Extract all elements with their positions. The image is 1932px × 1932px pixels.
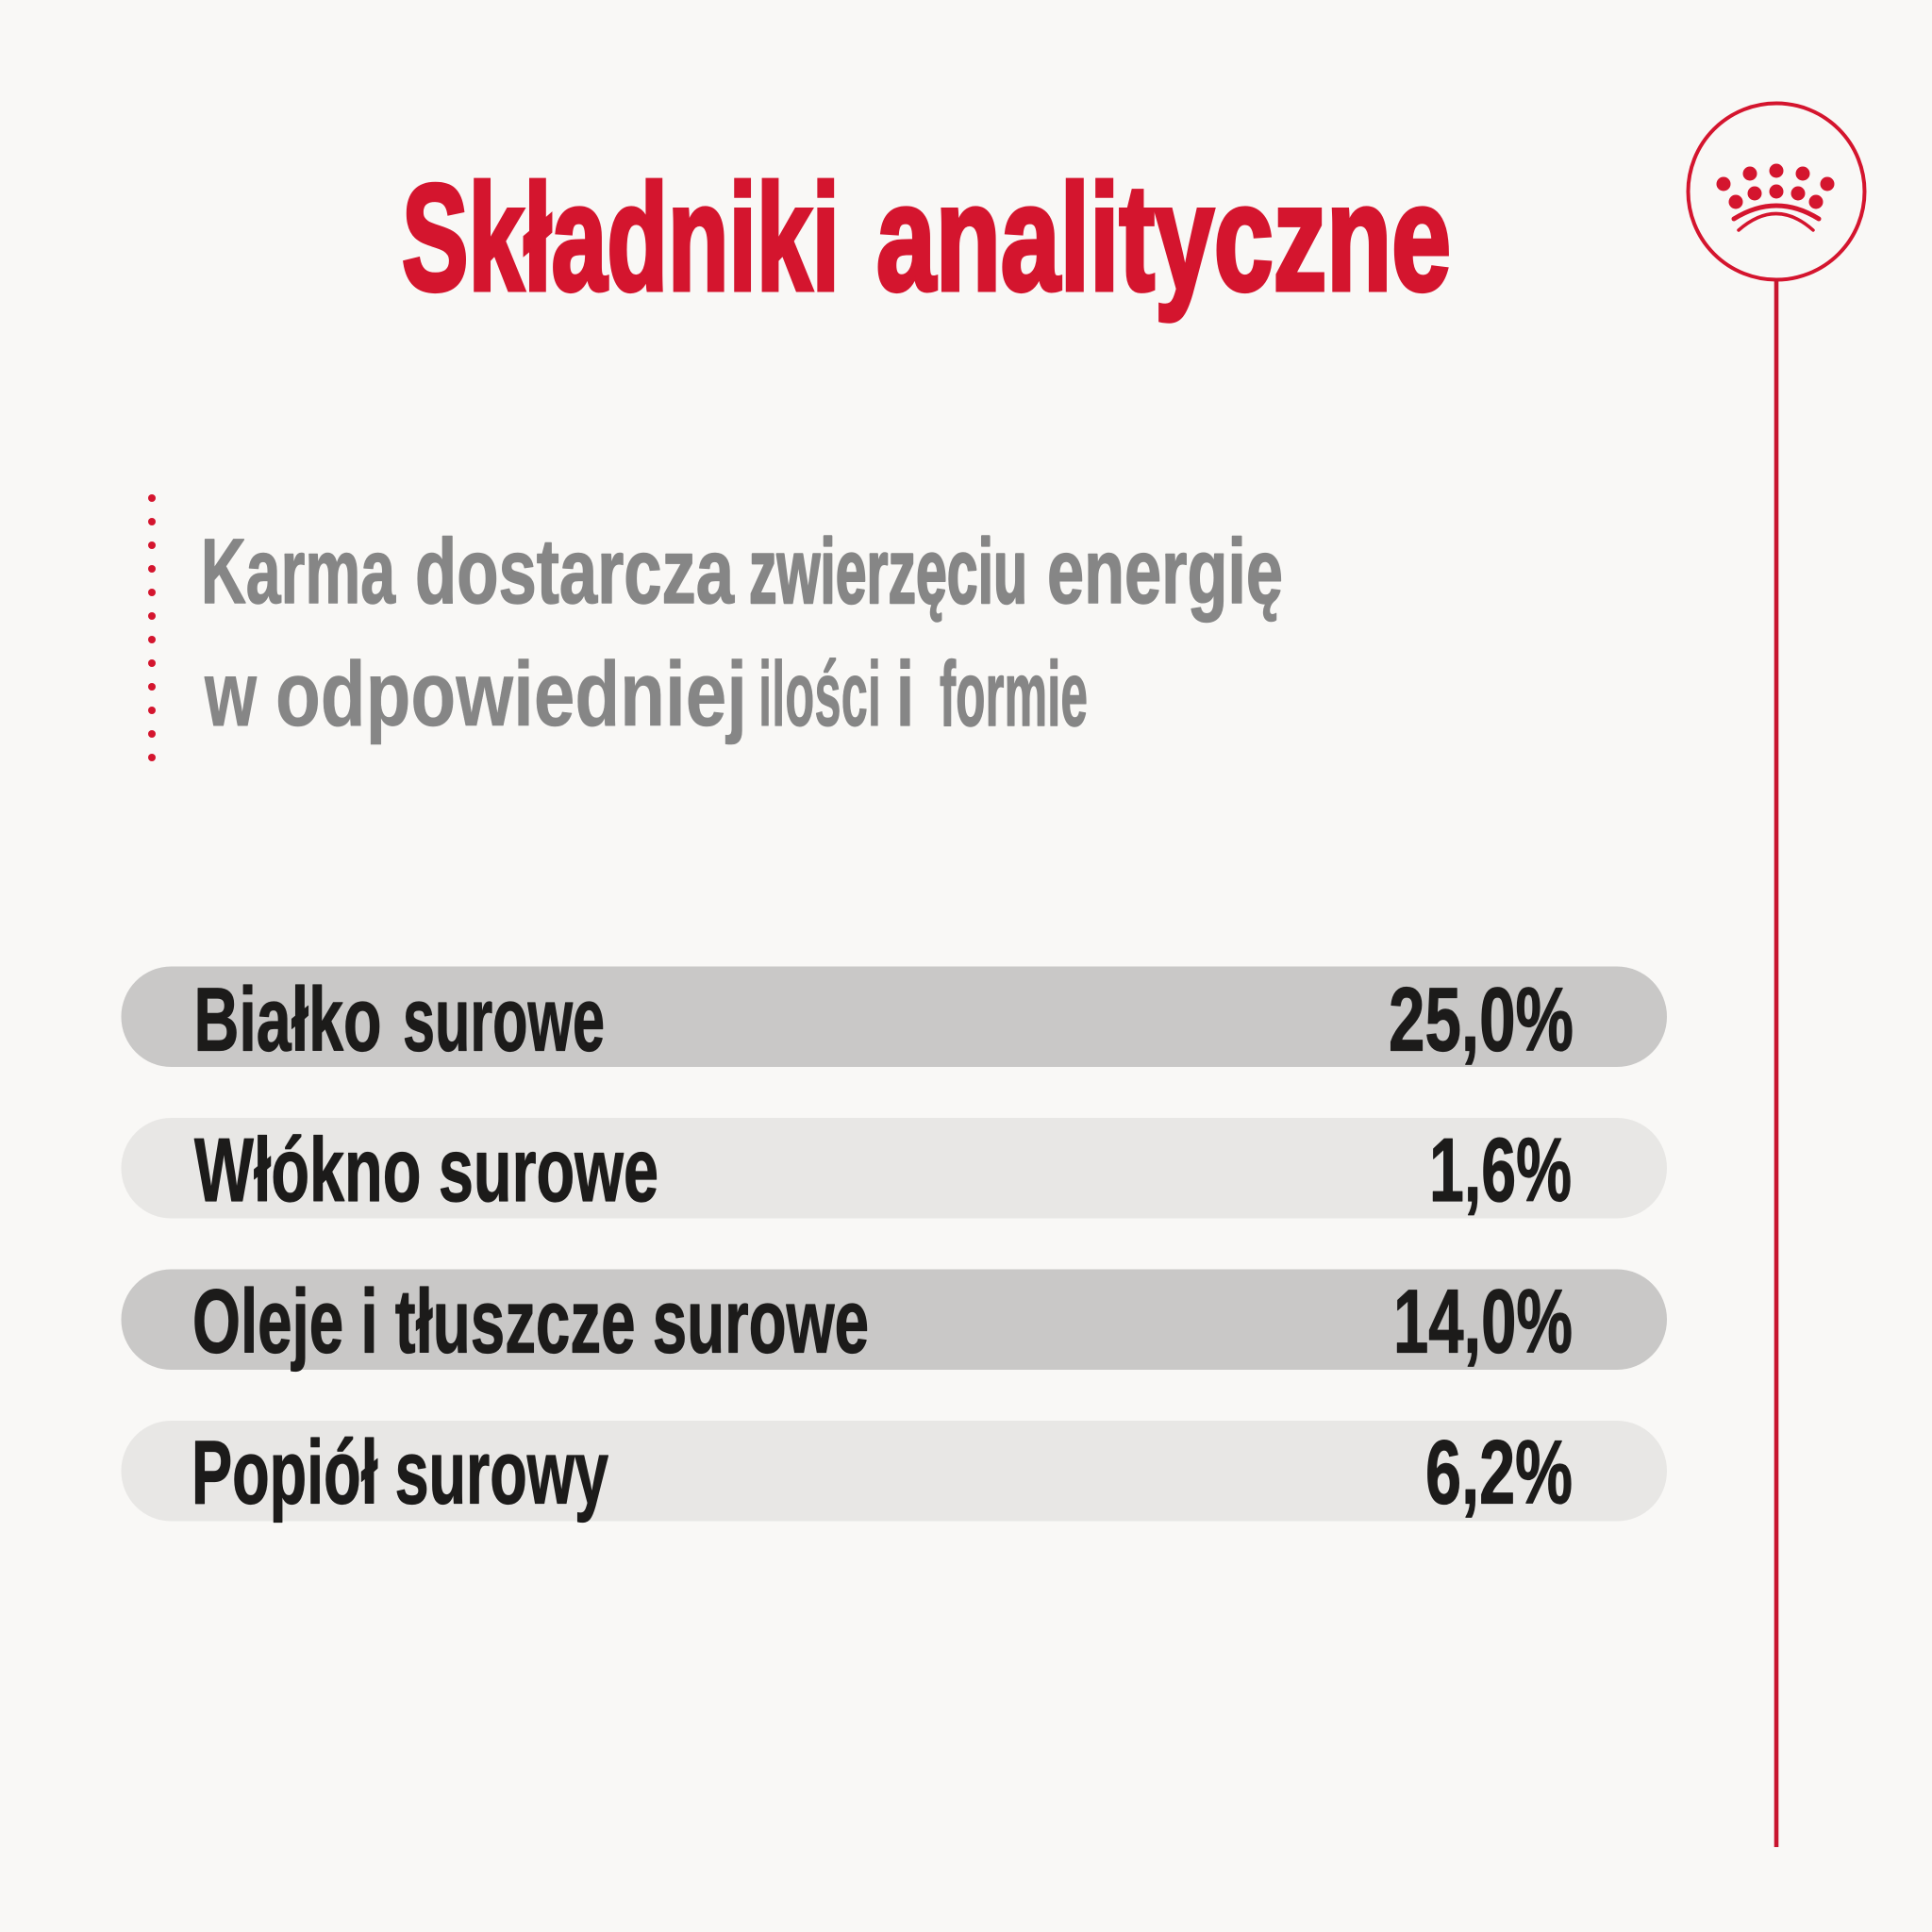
svg-text:Białko: Białko — [194, 970, 382, 1071]
svg-text:surowe: surowe — [403, 970, 605, 1071]
svg-text:Popiół surowy: Popiół surowy — [192, 1423, 608, 1524]
svg-text:Składniki: Składniki — [402, 153, 840, 322]
svg-text:Karma: Karma — [201, 520, 396, 623]
svg-text:w: w — [204, 642, 257, 745]
svg-text:formie: formie — [940, 642, 1088, 745]
svg-text:energię: energię — [1047, 520, 1283, 623]
svg-text:analityczne: analityczne — [876, 153, 1451, 322]
svg-text:Włókno surowe: Włókno surowe — [194, 1120, 658, 1221]
svg-text:Oleje i tłuszcze surowe: Oleje i tłuszcze surowe — [192, 1271, 869, 1372]
svg-text:1,6%: 1,6% — [1429, 1120, 1572, 1221]
svg-text:ilości: ilości — [758, 642, 881, 745]
svg-text:odpowiedniej: odpowiedniej — [275, 642, 747, 745]
svg-text:dostarcza: dostarcza — [415, 520, 735, 623]
svg-text:6,2%: 6,2% — [1425, 1423, 1573, 1524]
svg-text:14,0%: 14,0% — [1393, 1271, 1573, 1372]
svg-text:i: i — [896, 642, 914, 745]
svg-text:zwierzęciu: zwierzęciu — [749, 520, 1027, 623]
svg-text:25,0%: 25,0% — [1389, 970, 1574, 1071]
